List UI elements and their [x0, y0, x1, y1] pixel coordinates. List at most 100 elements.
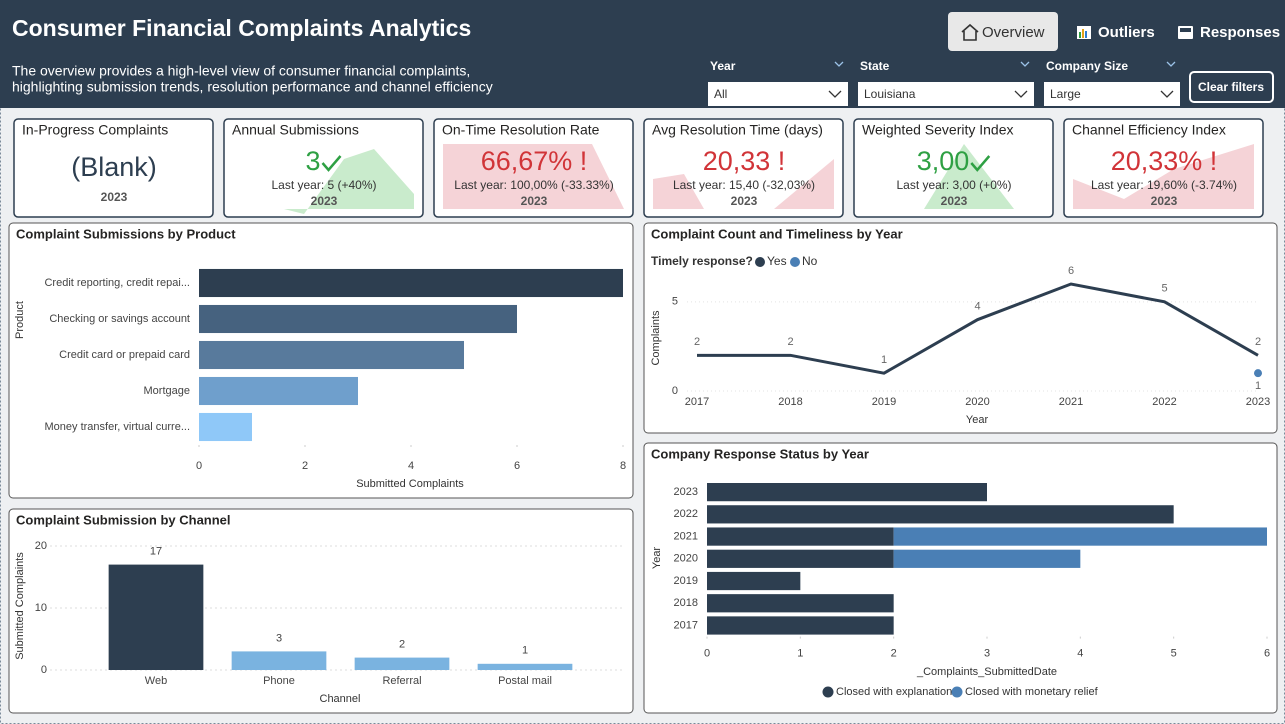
filter-dropdown[interactable]: [858, 82, 1034, 106]
data-label: 2: [1255, 336, 1261, 348]
page-description: highlighting submission trends, resoluti…: [12, 79, 493, 95]
nav-button[interactable]: Overview: [982, 24, 1045, 41]
x-tick-label: Referral: [382, 675, 421, 687]
y-tick-label: 0: [672, 385, 678, 397]
y-tick-label: 2021: [674, 530, 698, 542]
bar: [199, 376, 358, 406]
filter-value: Large: [1050, 87, 1081, 101]
x-tick-label: 2: [891, 648, 897, 660]
card-comparison: Last year: 5 (+40%): [271, 178, 376, 192]
bar: [199, 340, 464, 370]
x-tick-label: 3: [984, 648, 990, 660]
y-tick-label: Checking or savings account: [49, 313, 190, 325]
y-tick-label: Credit card or prepaid card: [59, 349, 190, 361]
x-tick-label: 2022: [1152, 396, 1176, 408]
x-tick-label: 8: [620, 460, 626, 472]
bar-segment: [707, 527, 894, 546]
data-label: 1: [522, 645, 528, 657]
y-axis-title: Product: [14, 301, 26, 339]
x-tick-label: 4: [408, 460, 414, 472]
filter-dropdown[interactable]: [708, 82, 848, 106]
legend-swatch: [790, 257, 800, 267]
bar: [231, 651, 327, 670]
y-tick-label: 2017: [674, 619, 698, 631]
y-tick-label: 10: [35, 602, 47, 614]
card-value: 20,33% !: [1111, 146, 1218, 176]
legend-label: Closed with monetary relief: [965, 686, 1099, 698]
filter-value: All: [714, 87, 727, 101]
check-icon: [321, 155, 342, 172]
bar-segment: [707, 505, 1174, 524]
filter-label: State: [860, 59, 890, 73]
nav-button[interactable]: Outliers: [1098, 24, 1155, 41]
chart-title: Company Response Status by Year: [651, 446, 869, 461]
filter-label: Company Size: [1046, 59, 1128, 73]
data-label: 2: [399, 639, 405, 651]
card-value: (Blank): [71, 152, 157, 182]
filter-value: Louisiana: [864, 87, 916, 101]
clear-button[interactable]: Clear filters: [1198, 80, 1264, 94]
card-sparkline: [443, 144, 624, 209]
legend-label: Closed with explanation: [836, 686, 952, 698]
bar: [108, 564, 204, 670]
data-label: 4: [974, 301, 980, 313]
x-tick-label: 2023: [1246, 396, 1270, 408]
x-tick-label: Phone: [263, 675, 295, 687]
card-year: 2023: [101, 190, 128, 204]
card-title: Channel Efficiency Index: [1072, 122, 1226, 138]
y-tick-label: 0: [41, 664, 47, 676]
card-sparkline: [233, 149, 414, 214]
card-year: 2023: [521, 194, 548, 208]
x-tick-label: 6: [514, 460, 520, 472]
card-value: 3: [305, 146, 320, 176]
dropdown-chevron: [1014, 90, 1028, 98]
x-tick-label: 0: [196, 460, 202, 472]
card-comparison: Last year: 100,00% (-33.33%): [454, 178, 613, 192]
dropdown-chevron: [828, 90, 842, 98]
filter-collapse: [1020, 61, 1030, 67]
x-tick-label: 1: [797, 648, 803, 660]
x-tick-label: 2018: [778, 396, 802, 408]
clear-button-frame[interactable]: [1189, 71, 1274, 103]
check-icon: [970, 155, 991, 172]
y-tick-label: 20: [35, 540, 47, 552]
page-title: Consumer Financial Complaints Analytics: [12, 15, 471, 41]
card-title: In-Progress Complaints: [22, 122, 168, 138]
x-axis-title: Submitted Complaints: [356, 478, 464, 490]
bar: [199, 268, 623, 298]
series-line: [697, 282, 1259, 375]
dropdown-chevron: [1160, 90, 1174, 98]
y-axis-title: Year: [651, 547, 663, 570]
chart-icon: [1077, 26, 1091, 39]
card-sparkline: [653, 159, 834, 209]
legend-swatch: [822, 686, 834, 698]
y-tick-label: 2019: [674, 575, 698, 587]
home-icon: [961, 23, 979, 41]
card-year: 2023: [731, 194, 758, 208]
card-sparkline: [924, 144, 1014, 209]
filter-collapse: [834, 61, 844, 67]
chart-title: Complaint Count and Timeliness by Year: [651, 226, 903, 241]
x-tick-label: 0: [704, 648, 710, 660]
x-tick-label: 5: [1171, 648, 1177, 660]
data-label: 1: [1255, 380, 1261, 392]
nav-button[interactable]: Responses: [1200, 24, 1280, 41]
y-axis-title: Complaints: [650, 310, 662, 366]
filter-dropdown[interactable]: [1044, 82, 1180, 106]
legend-swatch: [755, 257, 765, 267]
bar: [477, 663, 573, 670]
x-tick-label: Web: [145, 675, 167, 687]
data-label: 5: [1161, 283, 1167, 295]
kpi-card: [13, 118, 214, 218]
card-title: Annual Submissions: [232, 122, 359, 138]
x-tick-label: 2017: [685, 396, 709, 408]
data-label: 2: [787, 336, 793, 348]
bar-segment: [707, 549, 894, 568]
x-tick-label: 2019: [872, 396, 896, 408]
bar: [199, 412, 252, 442]
y-tick-label: 5: [672, 296, 678, 308]
y-tick-label: Money transfer, virtual curre...: [45, 421, 191, 433]
card-comparison: Last year: 3,00 (+0%): [896, 178, 1011, 192]
x-tick-label: 4: [1077, 648, 1083, 660]
